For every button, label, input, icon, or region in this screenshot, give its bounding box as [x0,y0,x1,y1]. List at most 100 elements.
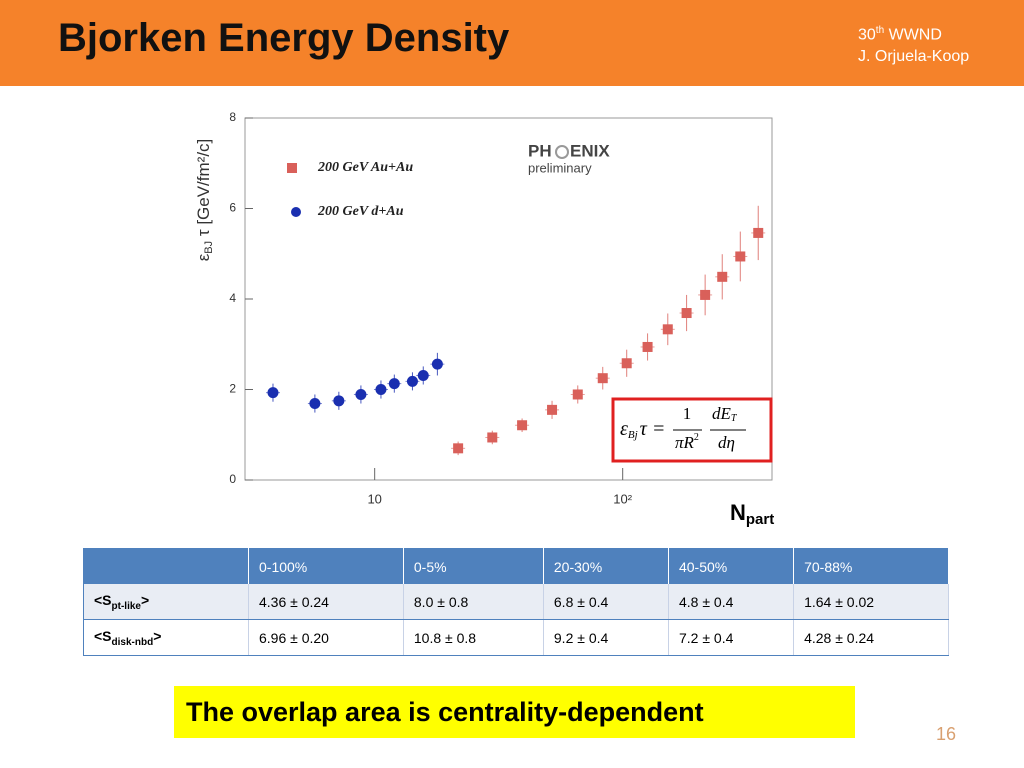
point [355,388,367,400]
legend-label: 200 GeV Au+Au [317,160,413,175]
formula: εBj τ = 1 πR2 dET dη [611,397,773,463]
author: J. Orjuela-Koop [858,48,970,66]
x-tick-label: 10² [613,491,632,506]
slide-title: Bjorken Energy Density [58,16,510,60]
row-label-end: > [153,627,162,644]
point [681,308,692,319]
data-table: 0-100% 0-5% 20-30% 40-50% 70-88% <Spt-like> 4… [83,548,949,656]
formula-tau: τ = [640,418,666,440]
statement: The overlap area is centrality-dependent [186,697,704,727]
x-label-symbol: N [730,500,746,525]
y-tick-label: 6 [229,201,236,215]
point [735,251,746,262]
formula-den1-main: πR [675,433,695,452]
table-cell: 9.2 ± 0.4 [543,619,669,656]
point [753,227,764,238]
table-cell: 6.8 ± 0.4 [543,584,669,620]
event-name: WWND [888,26,942,44]
formula-den1: πR2 [675,432,699,452]
logo: PH ENIX preliminary [528,141,610,175]
logo-note: preliminary [528,160,592,175]
row-label-end: > [140,591,150,608]
formula-den1-sup: 2 [694,432,699,443]
table-row: <Sdisk-nbd> 6.96 ± 0.20 10.8 ± 0.8 9.2 ± 0.… [83,619,949,656]
table-cell: 4.36 ± 0.24 [248,584,404,620]
point [547,404,558,415]
table-body: <Spt-like> 4.36 ± 0.24 8.0 ± 0.8 6.8 ± 0.4 4… [83,584,949,656]
point [700,289,711,300]
table-cell: 1.64 ± 0.02 [793,584,949,620]
header-bar [0,0,1024,86]
formula-num2: dET [712,404,738,424]
header-row: 0-100% 0-5% 20-30% 40-50% 70-88% [83,548,949,584]
point [717,271,728,282]
logo-left: PH [528,141,552,160]
point [406,375,418,387]
event: 30th WWND [858,20,969,46]
y-axis-label: εBJ τ [GeV/fm²/c] [194,139,214,262]
y-tick-label: 8 [229,110,236,124]
x-tick-label: 10 [367,491,381,506]
table-cell: 7.2 ± 0.4 [668,619,795,656]
legend-marker [287,163,297,173]
point [453,443,464,454]
legend-label: 200 GeV d+Au [317,204,404,219]
column-header: 40-50% [668,548,795,584]
column-header: 70-88% [793,548,949,584]
legend-marker [291,207,301,217]
formula-eps: ε [620,418,628,440]
page-number: 16 [936,724,957,744]
y-tick-label: 2 [229,382,236,396]
point [309,398,321,410]
formula-lhs: εBj τ = [620,418,665,441]
statement-box: The overlap area is centrality-dependent [174,686,855,738]
column-header: 0-100% [248,548,404,584]
point [487,432,498,443]
table-cell: 10.8 ± 0.8 [403,619,544,656]
point [388,378,400,390]
row-label-sub: pt-like [111,600,141,612]
formula-num2-main: dE [712,404,732,423]
y-label-rest: τ [GeV/fm²/c] [194,139,213,241]
column-header: 20-30% [543,548,669,584]
row-label-sub: disk-nbd [111,636,154,648]
table-cell: 8.0 ± 0.8 [403,584,544,620]
x-axis-label: Npart [730,500,774,528]
x-label-sub: part [746,511,774,528]
point [662,324,673,335]
point [375,384,387,395]
point [431,358,443,370]
row-label-start: <S [94,627,112,644]
y-tick-label: 4 [229,291,236,305]
slide-meta: 30th WWND J. Orjuela-Koop [858,20,969,68]
point [267,387,279,399]
formula-eps-sub: Bj [628,429,638,441]
formula-num2-sub: T [731,413,738,424]
table-cell: 4.28 ± 0.24 [793,619,949,656]
point [572,389,583,400]
y-tick-label: 0 [229,472,236,486]
row-label-start: <S [94,591,112,608]
point [333,395,345,407]
corner-cell [83,548,249,584]
point [621,358,632,369]
event-number: 30 [858,26,876,44]
event-suffix: th [875,25,885,36]
logo-star [555,145,569,159]
point [597,373,608,384]
row-label: <Sdisk-nbd> [83,619,249,656]
formula-num1: 1 [683,404,692,423]
logo-right: ENIX [570,141,610,160]
table-row: <Spt-like> 4.36 ± 0.24 8.0 ± 0.8 6.8 ± 0.4 4… [83,584,949,620]
y-label-sub: BJ [203,241,215,254]
row-label: <Spt-like> [83,584,249,620]
column-header: 0-5% [403,548,544,584]
formula-den2: dη [718,433,735,452]
point [417,369,429,381]
table-cell: 4.8 ± 0.4 [668,584,795,620]
table-cell: 6.96 ± 0.20 [248,619,404,656]
point [642,341,653,352]
point [517,420,528,431]
